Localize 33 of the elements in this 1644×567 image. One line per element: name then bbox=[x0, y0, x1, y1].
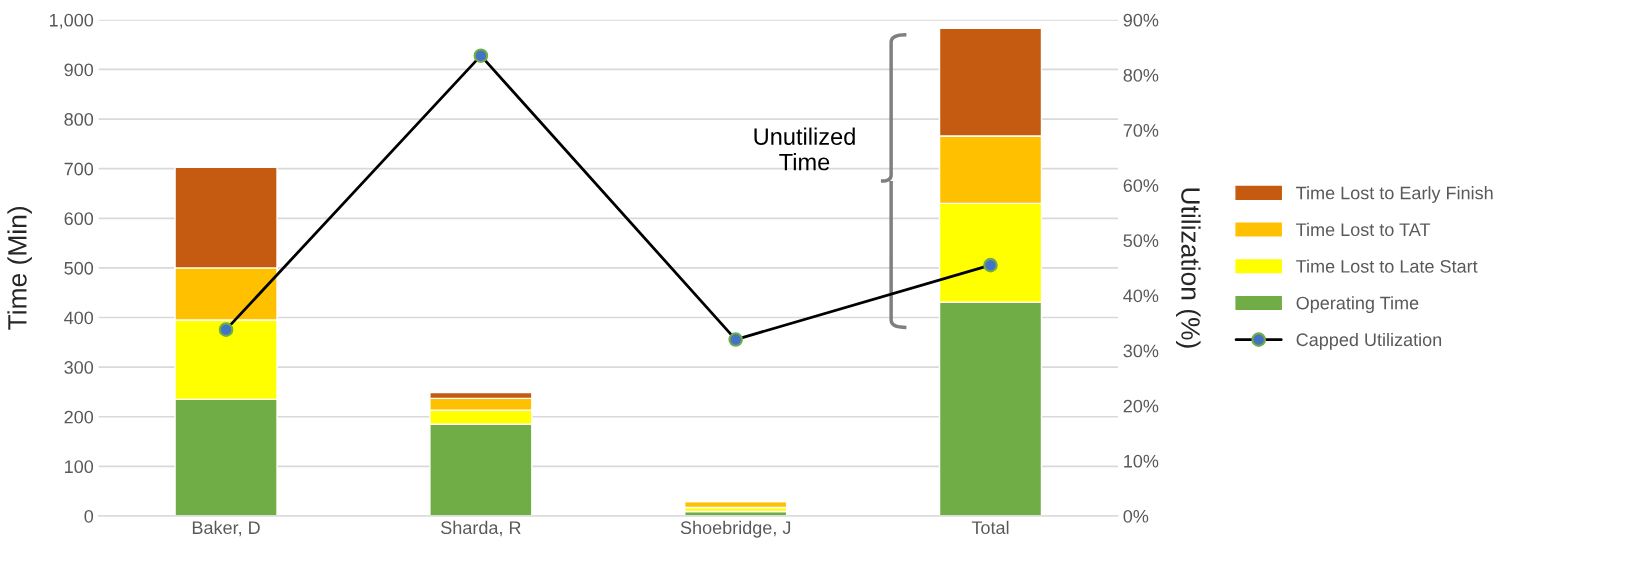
y2-tick-label: 70% bbox=[1123, 124, 1159, 137]
y-tick-label: 800 bbox=[64, 113, 94, 126]
y2-tick-label: 30% bbox=[1123, 344, 1159, 358]
y-axis-title: Time (Min) bbox=[7, 207, 32, 330]
y-tick-label: 100 bbox=[65, 460, 94, 474]
y-tick-label: 700 bbox=[64, 162, 94, 176]
annotation: Unutilized Time bbox=[754, 127, 855, 171]
y-tick-label: 300 bbox=[64, 361, 94, 374]
legend-label: Time Lost to Late Start bbox=[1296, 259, 1478, 273]
x-tick-label: Sharda, R bbox=[441, 520, 521, 537]
y2-tick-label: 90% bbox=[1123, 13, 1159, 27]
x-tick-label: Shoebridge, J bbox=[680, 520, 791, 538]
legend-label: Time Lost to Early Finish bbox=[1296, 186, 1493, 203]
legend-label: Time Lost to TAT bbox=[1296, 222, 1431, 237]
y2-tick-label: 50% bbox=[1123, 234, 1159, 248]
y2-tick-label: 60% bbox=[1123, 179, 1159, 192]
y2-axis-title: Utilization (%) bbox=[1176, 188, 1201, 348]
y2-tick-label: 40% bbox=[1123, 289, 1159, 303]
x-tick-label: Total bbox=[971, 520, 1009, 535]
y-tick-label: 200 bbox=[64, 410, 94, 424]
y2-tick-label: 10% bbox=[1124, 454, 1159, 468]
y-tick-label: 1,000 bbox=[49, 13, 94, 29]
y-tick-label: 400 bbox=[64, 311, 94, 325]
y-tick-label: 500 bbox=[64, 261, 94, 275]
y-tick-label: 0 bbox=[84, 509, 94, 523]
legend-label: Operating Time bbox=[1296, 296, 1419, 314]
y2-tick-label: 80% bbox=[1123, 68, 1159, 82]
y-tick-label: 600 bbox=[64, 212, 94, 226]
x-tick-label: Baker, D bbox=[192, 520, 260, 537]
y-tick-label: 900 bbox=[64, 63, 94, 77]
y2-tick-label: 20% bbox=[1123, 399, 1159, 413]
legend-label: Capped Utilization bbox=[1296, 332, 1442, 350]
y2-tick-label: 0% bbox=[1123, 509, 1149, 523]
